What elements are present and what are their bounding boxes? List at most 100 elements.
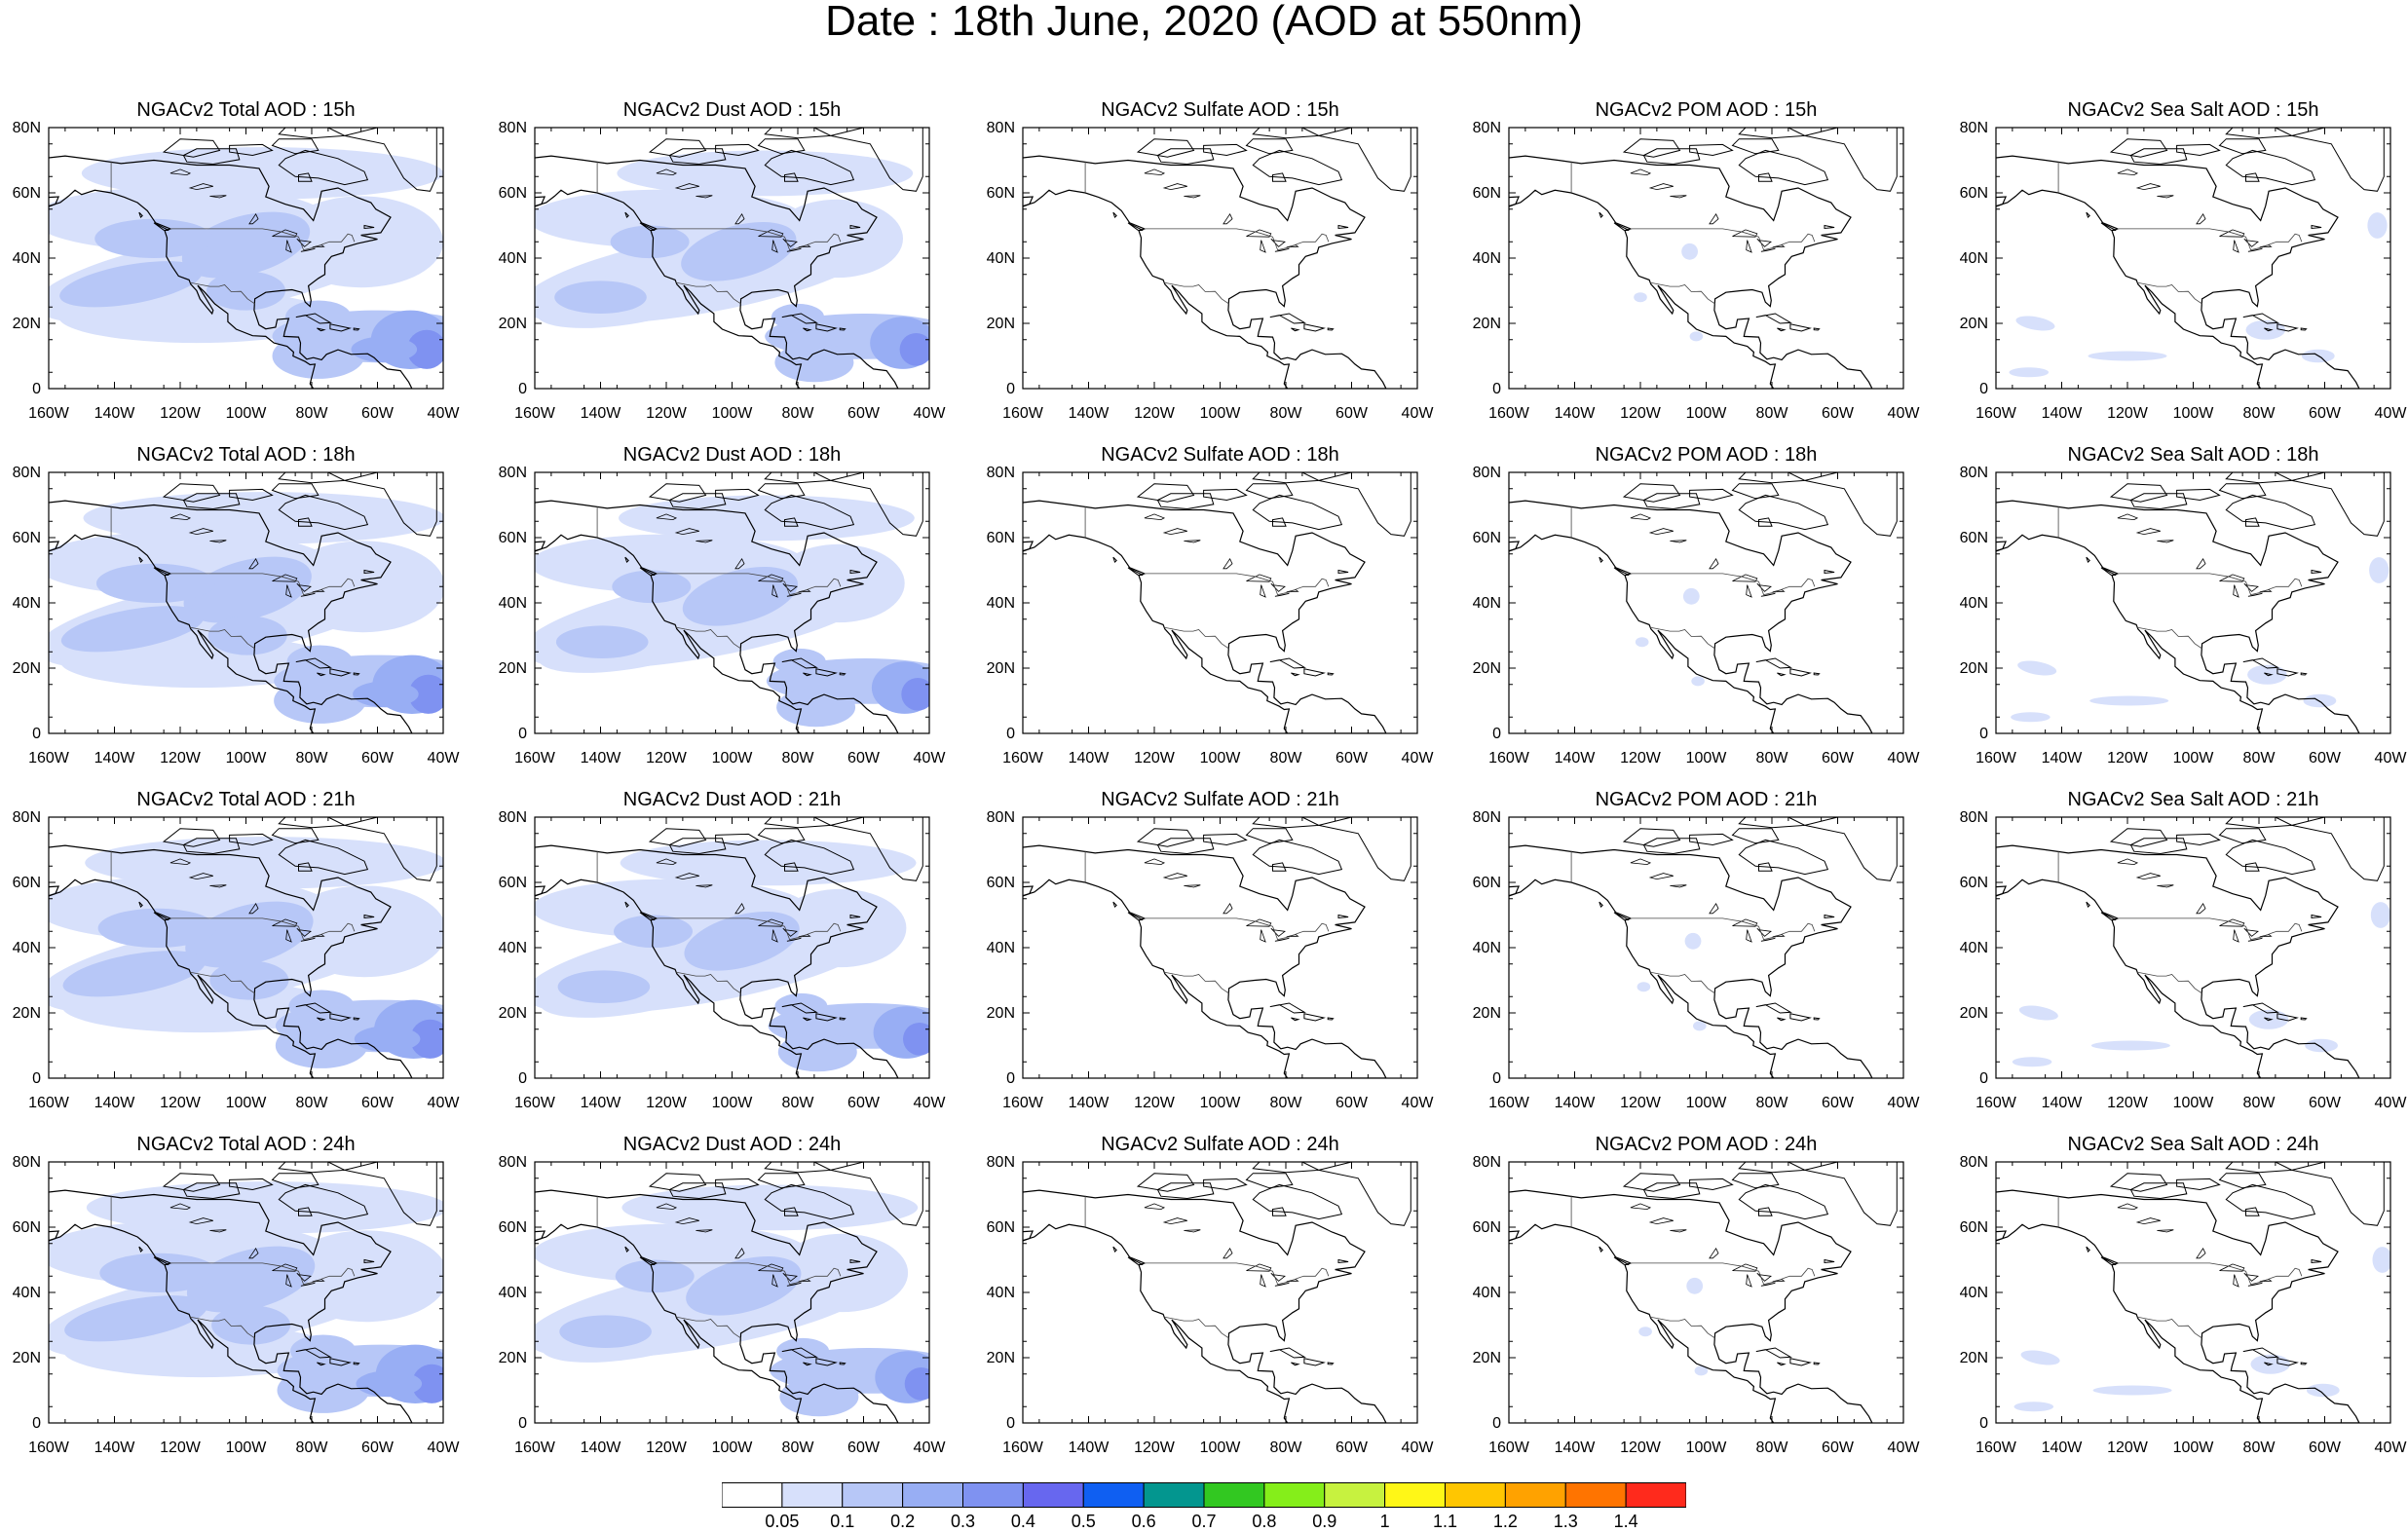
lon-tick-label: 100W (1686, 1440, 1728, 1456)
lon-tick-label: 40W (1888, 405, 1921, 422)
island-outline (1738, 128, 1807, 139)
lake-outline (696, 884, 713, 888)
lon-tick-label: 140W (581, 1440, 622, 1456)
island-outline (764, 149, 855, 186)
lat-tick-label: 0 (518, 1070, 527, 1087)
lon-tick-label: 80W (1270, 750, 1303, 766)
lake-outline (656, 858, 678, 866)
island-outline (2300, 672, 2308, 676)
island-outline (2276, 323, 2299, 332)
aod-field (554, 280, 647, 314)
lat-tick-label: 80N (1473, 809, 1501, 826)
island-outline (849, 1258, 861, 1264)
lat-tick-label: 40N (1960, 1285, 1988, 1301)
colorbar-swatch (842, 1482, 904, 1508)
lat-tick-label: 20N (13, 1350, 41, 1366)
island-outline (1136, 828, 1195, 847)
lake-outline (1760, 1282, 1776, 1287)
lake-outline (2135, 183, 2161, 191)
lon-tick-label: 140W (1555, 405, 1597, 422)
lake-outline (1144, 168, 1166, 176)
aod-field (779, 1377, 859, 1417)
lat-tick-label: 40N (499, 1285, 527, 1301)
lake-outline (209, 540, 227, 543)
lat-tick-label: 60N (1960, 530, 1988, 546)
island-outline (278, 149, 369, 186)
lake-outline (1648, 1217, 1674, 1225)
lon-tick-label: 140W (94, 1095, 136, 1111)
aod-field (1689, 331, 1704, 342)
panel-title: NGACv2 Sulfate AOD : 15h (1101, 99, 1339, 121)
map-panel: NGACv2 Sea Salt AOD : 18h 160W 140W 120W 100… (1960, 444, 2408, 766)
national-border (1163, 1316, 1230, 1339)
island-outline (1642, 493, 1701, 510)
island-outline (1269, 657, 1306, 669)
lon-tick-label: 140W (581, 750, 622, 766)
national-border (1163, 971, 1230, 994)
island-outline (1789, 1358, 1812, 1366)
aod-field (2090, 1040, 2170, 1051)
island-outline (271, 1173, 320, 1189)
aod-field (288, 990, 355, 1024)
aod-field (615, 1259, 695, 1293)
island-outline (830, 1162, 923, 1226)
lat-tick-label: 80N (13, 809, 41, 826)
lon-tick-label: 80W (1270, 1440, 1303, 1456)
lat-tick-label: 0 (1006, 1070, 1015, 1087)
lat-tick-label: 20N (13, 316, 41, 332)
aod-field (771, 199, 903, 279)
island-outline (839, 672, 847, 676)
lake-outline (1223, 212, 1233, 225)
island-outline (624, 1246, 629, 1253)
lake-outline (1184, 195, 1201, 199)
national-border (189, 281, 256, 305)
lake-outline (188, 183, 213, 191)
lon-tick-label: 120W (1134, 1095, 1176, 1111)
lat-tick-label: 80N (1473, 1154, 1501, 1171)
lake-outline (674, 1217, 699, 1225)
national-border (675, 1316, 742, 1339)
panel-title: NGACv2 Dust AOD : 18h (623, 444, 841, 466)
lat-tick-label: 60N (499, 1219, 527, 1236)
lon-tick-label: 60W (361, 1440, 395, 1456)
map-panel: NGACv2 Sea Salt AOD : 15h 160W 140W 120W 100… (1960, 99, 2408, 422)
island-outline (353, 672, 360, 676)
island-outline (1599, 211, 1603, 218)
island-outline (815, 668, 838, 677)
island-outline (278, 1162, 347, 1174)
lat-tick-label: 0 (1492, 1415, 1501, 1432)
island-outline (1755, 1002, 1792, 1014)
lon-tick-label: 140W (581, 405, 622, 422)
aod-field (620, 840, 917, 886)
colorbar-label: 0.3 (950, 1512, 976, 1531)
aod-field (772, 648, 826, 675)
island-outline (781, 313, 818, 324)
lon-tick-label: 160W (1488, 1440, 1530, 1456)
island-outline (2109, 828, 2168, 847)
lon-tick-label: 160W (28, 1440, 70, 1456)
lat-tick-label: 20N (13, 1005, 41, 1022)
lat-tick-label: 40N (1473, 1285, 1501, 1301)
aod-field (277, 1367, 370, 1413)
coastline (1996, 155, 2360, 389)
lat-tick-label: 60N (13, 875, 41, 891)
island-outline (1689, 488, 1734, 502)
lon-tick-label: 80W (1756, 750, 1789, 766)
lat-tick-label: 80N (499, 1154, 527, 1171)
lat-tick-label: 20N (1960, 1005, 1988, 1022)
island-outline (1804, 472, 1898, 537)
lat-tick-label: 80N (1960, 809, 1988, 826)
lon-tick-label: 100W (1200, 405, 1242, 422)
lon-tick-label: 40W (1402, 1440, 1435, 1456)
island-outline (1642, 148, 1701, 166)
island-outline (1731, 483, 1780, 500)
island-outline (1112, 211, 1117, 218)
island-outline (784, 172, 799, 182)
island-outline (278, 817, 347, 829)
national-border (189, 971, 256, 994)
colorbar-swatch (781, 1482, 844, 1508)
lake-outline (696, 540, 713, 543)
lon-tick-label: 160W (1002, 1095, 1044, 1111)
island-outline (1327, 1017, 1335, 1021)
national-border (1649, 281, 1716, 305)
